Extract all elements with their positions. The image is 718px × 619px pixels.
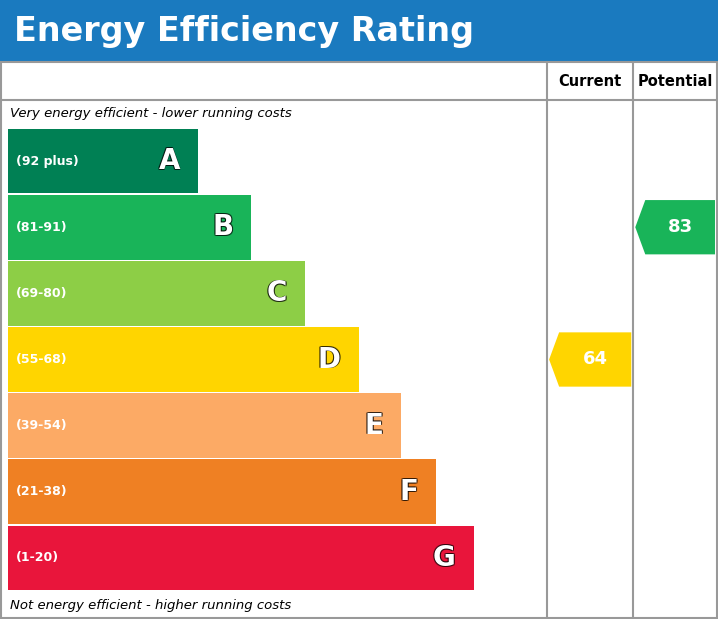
Text: F: F	[398, 477, 417, 505]
Text: C: C	[266, 279, 287, 308]
Text: A: A	[159, 146, 180, 175]
Text: C: C	[266, 279, 286, 306]
Text: B: B	[212, 212, 233, 240]
Text: A: A	[159, 148, 181, 176]
Text: F: F	[400, 478, 419, 506]
Text: A: A	[158, 147, 180, 175]
Text: (1-20): (1-20)	[16, 552, 59, 565]
Bar	[8, 393, 401, 458]
Text: D: D	[318, 345, 341, 373]
Text: B: B	[212, 213, 233, 241]
Text: Potential: Potential	[638, 74, 713, 89]
Text: A: A	[159, 147, 180, 175]
Text: B: B	[213, 213, 234, 241]
Text: C: C	[267, 280, 288, 308]
Text: 64: 64	[583, 350, 607, 368]
Text: F: F	[398, 478, 417, 506]
Text: D: D	[317, 346, 340, 374]
Bar	[8, 327, 358, 392]
Text: F: F	[400, 478, 419, 506]
Text: B: B	[213, 213, 233, 241]
Text: E: E	[365, 412, 384, 441]
Text: C: C	[267, 279, 288, 308]
Text: C: C	[266, 280, 286, 308]
Text: A: A	[158, 148, 180, 176]
Text: F: F	[400, 477, 419, 505]
Text: E: E	[363, 412, 383, 441]
Text: G: G	[434, 544, 457, 572]
Bar	[8, 195, 251, 259]
Text: G: G	[433, 544, 455, 572]
Text: G: G	[434, 545, 457, 573]
Text: Not energy efficient - higher running costs: Not energy efficient - higher running co…	[10, 599, 292, 612]
Text: E: E	[363, 411, 383, 439]
Text: Current: Current	[559, 74, 622, 89]
Text: F: F	[399, 478, 418, 506]
Bar	[8, 261, 305, 326]
Text: D: D	[318, 345, 341, 373]
Text: B: B	[212, 214, 233, 242]
Text: D: D	[317, 345, 340, 373]
Text: F: F	[399, 477, 418, 505]
Polygon shape	[549, 332, 631, 387]
Text: (92 plus): (92 plus)	[16, 155, 79, 168]
Text: D: D	[317, 346, 340, 374]
Text: G: G	[432, 544, 454, 572]
Text: C: C	[266, 279, 286, 308]
Text: D: D	[318, 346, 341, 374]
Text: A: A	[159, 148, 180, 176]
Text: (69-80): (69-80)	[16, 287, 67, 300]
Bar	[8, 526, 474, 591]
Text: (39-54): (39-54)	[16, 419, 67, 432]
Text: B: B	[213, 212, 233, 240]
Text: F: F	[398, 478, 417, 506]
Text: A: A	[159, 146, 181, 175]
Text: Energy Efficiency Rating: Energy Efficiency Rating	[14, 14, 474, 48]
Polygon shape	[635, 200, 715, 254]
Text: G: G	[433, 545, 455, 573]
Text: D: D	[317, 345, 340, 373]
Text: 83: 83	[668, 219, 693, 236]
Bar	[8, 129, 198, 193]
Text: F: F	[399, 478, 418, 506]
Bar	[8, 459, 436, 524]
Text: (55-68): (55-68)	[16, 353, 67, 366]
Text: E: E	[363, 412, 383, 439]
Text: G: G	[434, 543, 457, 571]
Bar	[0, 0, 718, 62]
Text: B: B	[213, 214, 233, 242]
Text: C: C	[266, 279, 287, 306]
Text: B: B	[213, 214, 234, 242]
Text: E: E	[365, 412, 383, 439]
Text: (21-38): (21-38)	[16, 485, 67, 498]
Text: E: E	[365, 412, 384, 439]
Text: D: D	[317, 345, 340, 373]
Text: (81-91): (81-91)	[16, 221, 67, 234]
Text: C: C	[267, 279, 288, 306]
Text: D: D	[317, 345, 340, 373]
Text: G: G	[432, 545, 454, 573]
Text: A: A	[158, 146, 180, 175]
Text: C: C	[266, 280, 287, 308]
Text: E: E	[365, 412, 383, 441]
Text: Very energy efficient - lower running costs: Very energy efficient - lower running co…	[10, 108, 292, 121]
Text: B: B	[213, 212, 234, 240]
Text: G: G	[433, 543, 455, 571]
Text: G: G	[432, 543, 454, 571]
Text: A: A	[159, 147, 181, 175]
Text: E: E	[365, 411, 383, 439]
Text: E: E	[365, 411, 384, 439]
Bar	[1, 62, 717, 618]
